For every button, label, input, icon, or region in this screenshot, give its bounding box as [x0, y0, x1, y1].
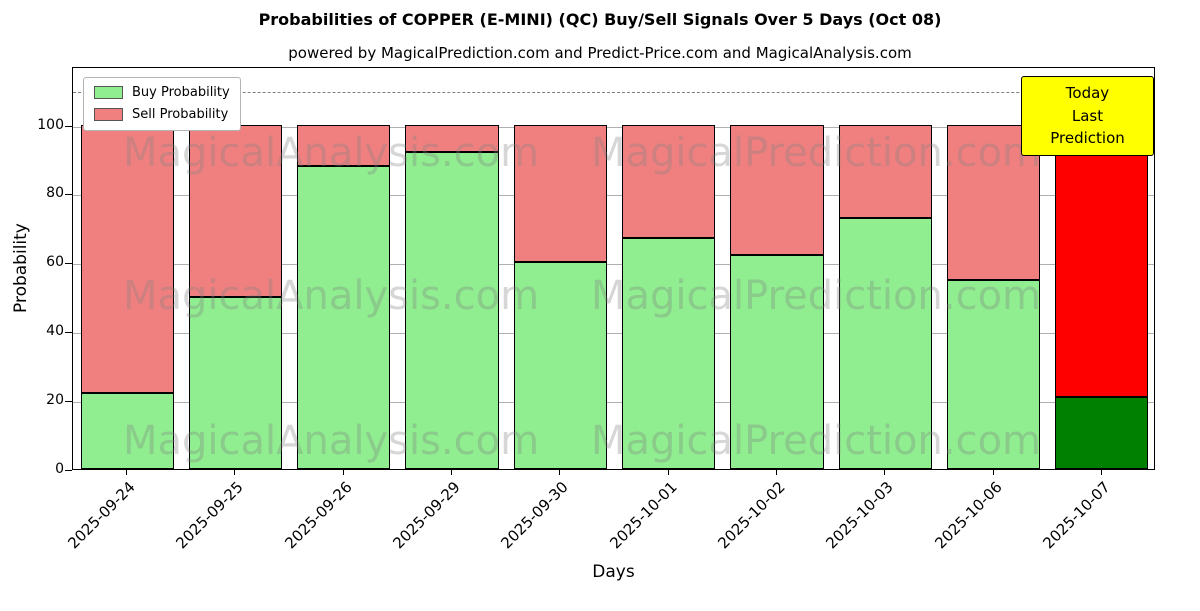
sell-bar-segment	[730, 124, 824, 256]
chart-subtitle: powered by MagicalPrediction.com and Pre…	[288, 44, 912, 62]
gridline	[73, 264, 1154, 266]
x-tick-mark	[451, 470, 453, 475]
y-tick-mark	[65, 332, 72, 334]
gridline	[73, 333, 1154, 335]
sell-bar-segment	[838, 124, 932, 218]
y-tick-mark	[65, 401, 72, 403]
sell-bar-segment	[1055, 124, 1149, 397]
y-tick-label: 0	[55, 461, 64, 477]
x-tick-label: 2025-10-06	[930, 478, 1006, 553]
x-tick-label: 2025-10-02	[714, 478, 789, 553]
buy-bar-segment	[80, 393, 174, 469]
buy-color-swatch	[94, 86, 123, 99]
x-tick-mark	[775, 470, 777, 475]
buy-bar-segment	[297, 165, 391, 469]
y-tick-label: 40	[46, 323, 64, 340]
x-tick-mark	[559, 470, 561, 475]
threshold-dashed-line	[73, 92, 1154, 94]
buy-bar-segment	[622, 238, 716, 469]
buy-bar-segment	[838, 217, 932, 469]
gridline	[73, 402, 1154, 404]
plot-area: Buy Probability Sell Probability Today L…	[72, 67, 1155, 470]
buy-bar-segment	[405, 152, 499, 469]
legend-item-buy: Buy Probability	[94, 85, 230, 100]
sell-bar-segment	[80, 124, 174, 394]
y-tick-label: 20	[46, 392, 64, 409]
y-tick-label: 80	[46, 185, 64, 202]
sell-color-swatch	[94, 108, 123, 121]
sell-bar-segment	[297, 124, 391, 166]
x-tick-label: 2025-09-29	[389, 478, 464, 553]
x-tick-mark	[992, 470, 994, 475]
legend-label-sell: Sell Probability	[132, 107, 229, 122]
today-annotation: Today Last Prediction	[1021, 76, 1154, 156]
buy-bar-segment	[513, 262, 607, 469]
x-tick-label: 2025-09-25	[172, 478, 248, 553]
buy-bar-segment	[946, 279, 1041, 469]
annotation-line1: Today	[1065, 84, 1110, 102]
x-tick-mark	[342, 470, 344, 475]
legend: Buy Probability Sell Probability	[83, 77, 241, 131]
sell-bar-segment	[622, 124, 716, 239]
x-tick-label: 2025-09-30	[497, 478, 573, 553]
legend-label-buy: Buy Probability	[132, 85, 230, 100]
buy-bar-segment	[730, 255, 824, 469]
x-tick-mark	[884, 470, 886, 475]
y-tick-label: 100	[37, 116, 64, 133]
x-tick-mark	[234, 470, 236, 475]
x-tick-label: 2025-10-01	[605, 478, 681, 553]
x-tick-label: 2025-10-07	[1039, 478, 1114, 553]
x-tick-mark	[667, 470, 669, 475]
buy-bar-segment	[1055, 396, 1149, 469]
sell-bar-segment	[405, 124, 499, 153]
x-tick-mark	[1100, 470, 1102, 475]
buy-bar-segment	[188, 296, 282, 469]
sell-bar-segment	[513, 124, 607, 263]
x-tick-label: 2025-09-26	[281, 478, 356, 553]
y-tick-mark	[65, 125, 72, 127]
gridline	[73, 195, 1154, 197]
annotation-line2: Last Prediction	[1050, 106, 1125, 148]
chart-title: Probabilities of COPPER (E-MINI) (QC) Bu…	[258, 10, 942, 29]
y-tick-label: 60	[46, 254, 64, 271]
x-tick-mark	[126, 470, 128, 475]
x-tick-label: 2025-10-03	[822, 478, 897, 553]
x-axis-label: Days	[592, 562, 635, 582]
y-tick-mark	[65, 470, 72, 471]
gridline	[73, 126, 1154, 128]
y-tick-mark	[65, 263, 72, 265]
legend-item-sell: Sell Probability	[94, 107, 230, 122]
y-tick-mark	[65, 194, 72, 196]
x-tick-label: 2025-09-24	[64, 478, 139, 553]
sell-bar-segment	[188, 124, 282, 297]
